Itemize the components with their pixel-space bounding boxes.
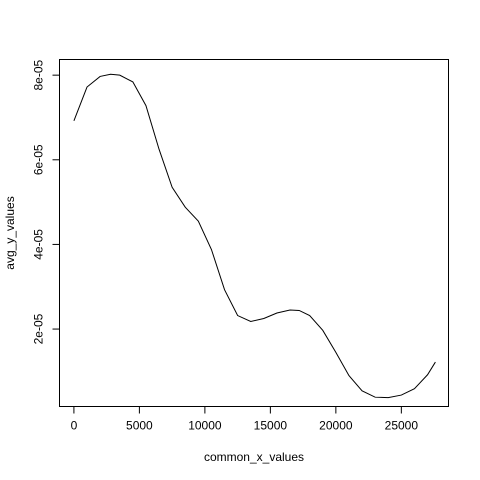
y-tick-label: 6e-05 bbox=[32, 144, 46, 175]
x-axis: 0 5000 10000 15000 20000 25000 bbox=[71, 406, 419, 433]
y-axis: 2e-05 4e-05 6e-05 8e-05 bbox=[32, 59, 60, 344]
y-axis-label: avg_y_values bbox=[3, 196, 17, 269]
y-tick-label: 2e-05 bbox=[32, 313, 46, 344]
x-tick-label: 0 bbox=[71, 419, 78, 433]
y-tick-label: 8e-05 bbox=[32, 59, 46, 90]
x-tick-label: 10000 bbox=[188, 419, 222, 433]
plot-frame bbox=[59, 59, 449, 407]
x-tick-label: 5000 bbox=[126, 419, 153, 433]
series-line bbox=[73, 73, 436, 399]
y-tick-label: 4e-05 bbox=[32, 229, 46, 260]
x-tick-label: 25000 bbox=[385, 419, 419, 433]
x-axis-label: common_x_values bbox=[204, 450, 304, 464]
x-tick-label: 20000 bbox=[319, 419, 353, 433]
x-tick-label: 15000 bbox=[254, 419, 288, 433]
